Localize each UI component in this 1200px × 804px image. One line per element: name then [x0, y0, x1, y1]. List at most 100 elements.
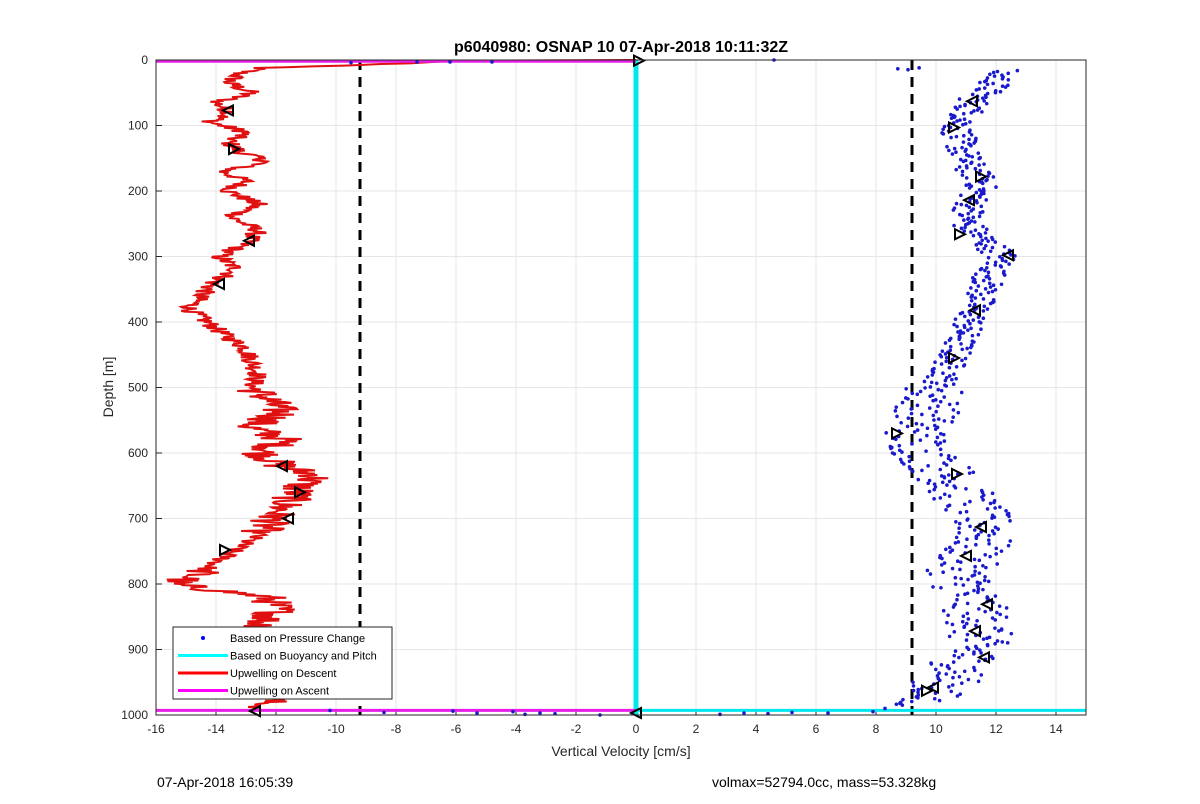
pressure-change-point [932, 482, 937, 486]
pressure-change-point [960, 169, 965, 174]
pressure-change-point [965, 601, 970, 606]
pressure-change-point [988, 554, 992, 559]
ascent-marker [975, 169, 989, 184]
pressure-change-point [961, 159, 966, 164]
pressure-change-point [974, 190, 979, 195]
pressure-change-point [982, 246, 987, 251]
pressure-change-point [966, 217, 970, 221]
pressure-change-point [958, 104, 962, 109]
pressure-change-point [979, 327, 983, 332]
pressure-change-point [983, 231, 988, 235]
pressure-change-point [1002, 273, 1007, 277]
pressure-change-point [964, 638, 969, 642]
pressure-change-point [973, 228, 978, 232]
pressure-change-point [978, 168, 983, 173]
pressure-change-point [938, 399, 943, 404]
x-tick-label: 8 [873, 722, 880, 736]
pressure-change-point [998, 612, 1003, 617]
y-tick-label: 300 [128, 250, 148, 264]
pressure-change-point [986, 255, 991, 260]
pressure-change-point [972, 588, 976, 593]
pressure-change-point [993, 240, 998, 244]
pressure-change-point [985, 261, 990, 265]
descent-marker [241, 234, 255, 248]
pressure-change-point [969, 144, 973, 148]
pressure-change-point [985, 636, 989, 641]
pressure-change-point [961, 133, 966, 138]
x-tick-label: 14 [1049, 722, 1063, 736]
y-tick-label: 1000 [121, 708, 148, 722]
y-tick-label: 600 [128, 446, 148, 460]
pressure-change-point [960, 213, 965, 218]
pressure-change-point [1006, 77, 1011, 82]
pressure-change-point [918, 438, 923, 442]
pressure-change-point [983, 574, 987, 579]
pressure-change-point [944, 547, 948, 552]
pressure-change-point [973, 296, 978, 300]
pressure-change-point [980, 110, 984, 114]
pressure-change-point [988, 285, 993, 289]
pressure-change-point [916, 477, 921, 482]
pressure-change-point [978, 195, 982, 199]
pressure-change-point [936, 404, 940, 409]
pressure-change-point [1004, 508, 1008, 513]
pressure-change-point [972, 668, 977, 673]
pressure-change-point [950, 377, 954, 382]
pressure-change-point [959, 390, 964, 395]
marker-layer [211, 54, 1014, 720]
pressure-change-point [916, 690, 920, 695]
pressure-change-point [977, 163, 981, 167]
x-tick-label: -16 [147, 722, 165, 736]
pressure-change-point [992, 74, 997, 78]
pressure-change-point [982, 304, 987, 309]
x-tick-label: 4 [753, 722, 760, 736]
pressure-change-point [972, 340, 976, 344]
pressure-change-point [984, 236, 988, 241]
pressure-change-point [790, 710, 794, 715]
pressure-change-point [951, 675, 955, 680]
pressure-change-point [969, 345, 973, 350]
pressure-change-point [884, 431, 888, 435]
pressure-change-point [962, 325, 967, 330]
pressure-change-point [976, 586, 981, 591]
pressure-change-point [982, 79, 987, 84]
ascent-marker [948, 120, 962, 135]
pressure-change-point [931, 370, 936, 375]
pressure-change-point [952, 322, 956, 327]
pressure-change-point [972, 109, 976, 113]
pressure-change-point [953, 486, 958, 490]
pressure-change-point [955, 694, 960, 698]
pressure-change-point [988, 501, 993, 506]
pressure-change-point [943, 352, 948, 356]
pressure-change-point [975, 580, 980, 585]
pressure-change-point [920, 468, 924, 473]
pressure-change-point [966, 577, 970, 582]
pressure-change-point [960, 652, 965, 657]
pressure-change-point [941, 127, 945, 132]
pressure-change-point [981, 224, 985, 229]
pressure-change-point [981, 497, 985, 502]
pressure-change-point [906, 67, 910, 72]
descent-marker [247, 704, 261, 718]
pressure-change-point [1007, 262, 1011, 266]
x-tick-label: -6 [451, 722, 462, 736]
legend-label: Based on Pressure Change [230, 633, 365, 645]
pressure-change-point [981, 587, 985, 592]
pressure-change-point [1013, 254, 1017, 258]
pressure-change-point [936, 417, 941, 421]
pressure-change-point [947, 365, 952, 370]
pressure-change-point [1009, 253, 1013, 257]
pressure-change-point [965, 632, 970, 637]
y-tick-label: 100 [128, 119, 148, 133]
pressure-change-point [993, 263, 998, 267]
pressure-change-point [909, 699, 914, 704]
pressure-change-point [944, 384, 949, 388]
pressure-change-point [997, 254, 1002, 259]
pressure-change-point [1008, 519, 1012, 523]
footer-volmax-mass: volmax=52794.0cc, mass=53.328kg [712, 774, 937, 790]
pressure-change-point [974, 623, 978, 628]
pressure-change-point [972, 557, 977, 562]
pressure-change-point [954, 201, 959, 206]
pressure-change-point [967, 303, 972, 308]
pressure-change-point [967, 154, 971, 158]
